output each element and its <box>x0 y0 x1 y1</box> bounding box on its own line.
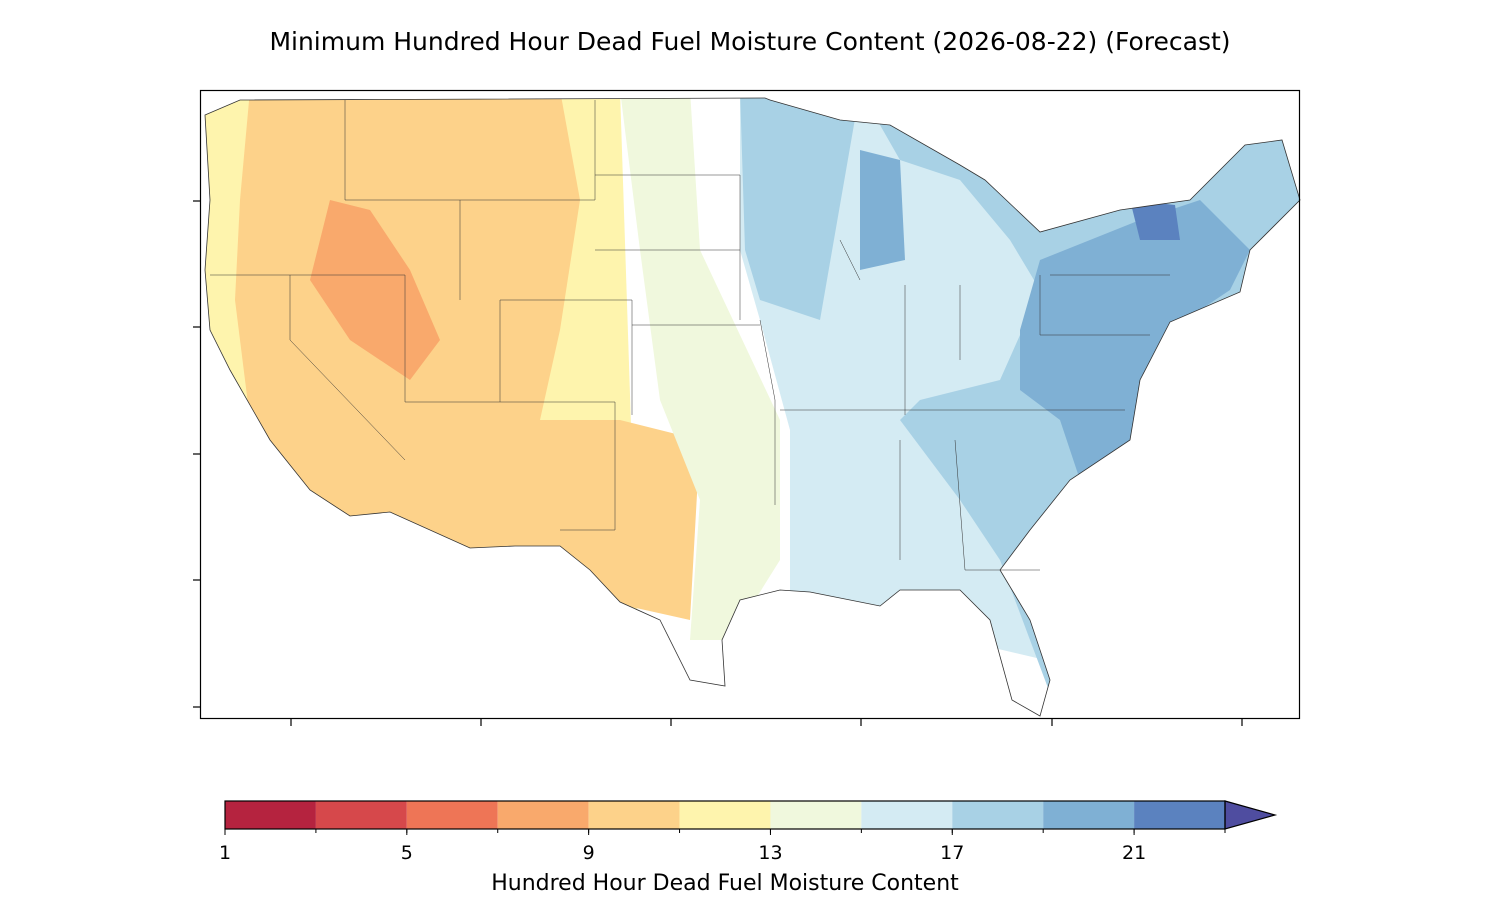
moisture-zone <box>620 98 780 640</box>
colorbar-segment <box>406 801 498 829</box>
colorbar-tick-label: 1 <box>219 842 231 864</box>
colorbar-segment <box>588 801 680 829</box>
colorbar-segment <box>1043 801 1135 829</box>
colorbar-segment <box>1134 801 1225 829</box>
colorbar-label: Hundred Hour Dead Fuel Moisture Content <box>491 871 959 896</box>
moisture-zone <box>1130 200 1180 240</box>
moisture-zone <box>310 200 440 380</box>
chart-title: Minimum Hundred Hour Dead Fuel Moisture … <box>269 27 1230 56</box>
colorbar-segment <box>861 801 953 829</box>
colorbar-tick-label: 21 <box>1122 842 1146 864</box>
colorbar-segment <box>225 801 316 829</box>
map-frame <box>199 89 1301 720</box>
colorbar-tick-label: 9 <box>583 842 595 864</box>
colorbar-tick-label: 5 <box>401 842 413 864</box>
country-outline <box>204 97 1301 717</box>
colorbar-extend <box>1224 800 1278 830</box>
map-fill <box>205 98 1300 716</box>
colorbar-tick-label: 13 <box>758 842 782 864</box>
colorbar-segment <box>315 801 407 829</box>
colorbar-segment <box>952 801 1044 829</box>
colorbar: 1 5 9 13 17 21 <box>219 800 1278 864</box>
colorbar-tick-label: 17 <box>940 842 964 864</box>
moisture-zone <box>860 150 905 270</box>
colorbar-segment <box>679 801 771 829</box>
frame-ticks <box>193 200 1243 726</box>
state-borders <box>210 100 1170 571</box>
colorbar-segment <box>497 801 589 829</box>
colorbar-frame <box>224 800 1226 830</box>
colorbar-segment <box>770 801 862 829</box>
